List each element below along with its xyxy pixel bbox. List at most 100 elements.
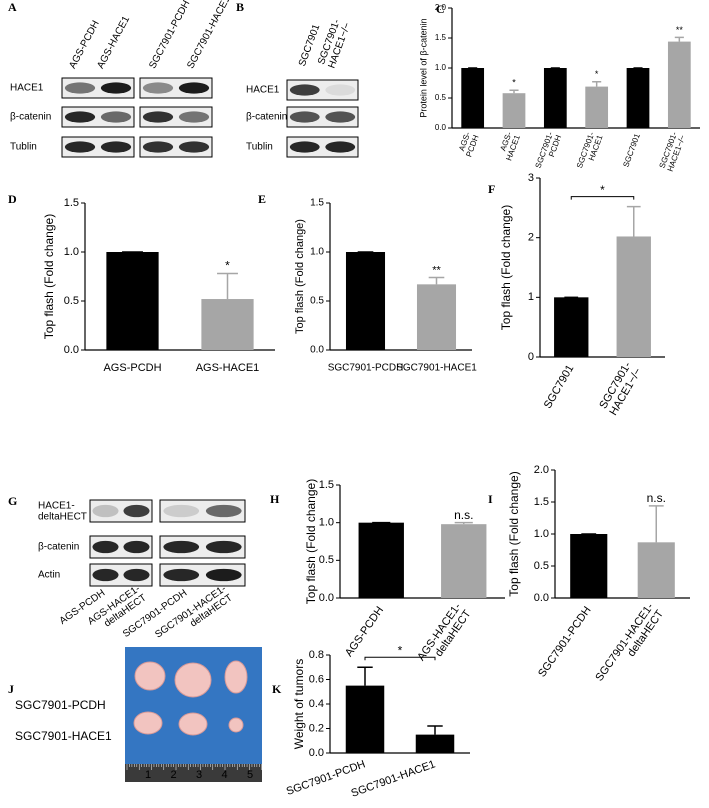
blot-band	[289, 84, 320, 96]
blot-band	[142, 82, 174, 94]
panel-letter: C	[436, 2, 445, 16]
tumor	[228, 717, 244, 733]
significance-label: *	[600, 183, 605, 197]
ruler-number: 2	[170, 769, 176, 781]
y-tick-label: 1.5	[435, 33, 447, 42]
bar	[345, 252, 386, 350]
y-tick-label: 1.5	[310, 198, 324, 209]
blot-band	[178, 82, 210, 94]
blot-band	[205, 568, 242, 582]
blot-band	[163, 568, 200, 582]
blot-band	[289, 111, 320, 123]
y-tick-label: 1.0	[64, 246, 79, 258]
blot-row-label: HACE1-deltaHECT	[38, 500, 87, 522]
bar	[543, 68, 567, 128]
blot-band	[142, 141, 174, 153]
blot-row-label: β-catenin	[246, 112, 287, 123]
bar	[106, 252, 159, 350]
bar	[554, 297, 589, 357]
blot-band	[123, 504, 150, 518]
panel-letter: I	[488, 492, 493, 506]
tumor	[133, 711, 163, 735]
tumor	[174, 662, 212, 698]
y-axis-label: Top flash (Fold change)	[42, 214, 56, 339]
panel-letter: H	[270, 492, 280, 506]
y-axis-label: Top flash (Fold change)	[499, 205, 513, 330]
significance-label: *	[595, 69, 599, 79]
y-axis-label: Top flash (Fold change)	[294, 219, 306, 334]
y-tick-label: 0.0	[310, 345, 324, 356]
blot-row-label: Tublin	[10, 142, 37, 153]
bar	[358, 522, 404, 598]
significance-bracket	[364, 656, 436, 661]
y-tick-label: 1.5	[319, 479, 334, 491]
blot-row-label: Tublin	[246, 142, 273, 153]
blot-band	[163, 504, 200, 518]
error-bar	[648, 505, 664, 543]
y-tick-label: 0.0	[309, 747, 324, 759]
error-bar	[427, 725, 443, 735]
bar	[441, 524, 487, 598]
y-tick-label: 1.0	[435, 63, 447, 72]
blot-band	[92, 540, 119, 554]
bar	[637, 542, 675, 598]
blot-row-label: β-catenin	[38, 542, 79, 553]
y-axis-label: Top flash (Fold change)	[507, 471, 521, 596]
ruler-number: 4	[221, 769, 227, 781]
y-tick-label: 1.0	[310, 247, 324, 258]
y-tick-label: 2.0	[435, 3, 447, 12]
ruler-number: 3	[196, 769, 202, 781]
blot-row-label: Actin	[38, 570, 60, 581]
y-tick-label: 0.0	[64, 344, 79, 356]
y-tick-label: 0.0	[435, 123, 447, 132]
tumor	[178, 712, 208, 736]
bar	[616, 236, 651, 357]
y-tick-label: 0	[528, 351, 534, 363]
y-tick-label: 1.5	[64, 197, 79, 209]
y-tick-label: 0.6	[309, 673, 324, 685]
blot-band	[163, 540, 200, 554]
significance-label: n.s.	[647, 491, 666, 505]
blot-row-label: HACE1	[246, 85, 280, 96]
ruler-number: 5	[247, 769, 253, 781]
bar	[626, 68, 650, 128]
blot-band	[205, 540, 242, 554]
y-tick-label: 0.0	[534, 592, 549, 604]
bar	[415, 734, 455, 753]
y-tick-label: 0.0	[319, 592, 334, 604]
blot-band	[64, 141, 96, 153]
ruler	[125, 764, 262, 782]
blot-band	[100, 141, 132, 153]
panel-letter: A	[8, 0, 17, 14]
blot-band	[325, 84, 356, 96]
photo-row-label: SGC7901-PCDH	[15, 698, 106, 712]
bar	[345, 685, 385, 753]
blot-band	[100, 111, 132, 123]
panel-letter: E	[258, 192, 266, 206]
x-tick-label: SGC7901-HACE1	[396, 363, 477, 374]
y-axis-label: Weight of tumors	[292, 659, 306, 749]
y-tick-label: 2	[528, 232, 534, 244]
y-axis-label: Protein level of β-catenin	[418, 18, 428, 117]
y-tick-label: 0.2	[309, 722, 324, 734]
y-tick-label: 0.5	[310, 296, 324, 307]
ruler-number: 1	[145, 769, 151, 781]
y-axis-label: Top flash (Fold change)	[304, 479, 318, 604]
y-tick-label: 2.0	[534, 464, 549, 476]
panel-letter: B	[236, 0, 244, 14]
y-tick-label: 1.0	[534, 528, 549, 540]
y-tick-label: 1.0	[319, 517, 334, 529]
y-tick-label: 0.8	[309, 649, 324, 661]
blot-band	[325, 141, 356, 153]
error-bar	[626, 205, 641, 237]
error-bar	[674, 36, 684, 42]
x-tick-label: AGS-PCDH	[103, 362, 161, 374]
significance-label: *	[225, 259, 230, 273]
y-tick-label: 1	[528, 291, 534, 303]
panel-letter: J	[8, 682, 14, 696]
panel-letter: D	[8, 192, 17, 206]
blot-band	[64, 111, 96, 123]
blot-band	[92, 504, 119, 518]
y-tick-label: 1.5	[534, 496, 549, 508]
